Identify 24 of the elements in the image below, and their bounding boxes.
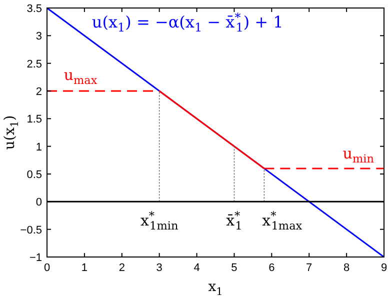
x-tick-label: 1 [81, 262, 88, 274]
x-tick-label: 7 [306, 262, 312, 274]
y-tick-label: 2.5 [26, 58, 42, 70]
x-tick-label: 5 [231, 262, 238, 274]
x-tick-label: 4 [194, 262, 200, 274]
annotation: u$_{max}$ [64, 66, 98, 87]
y-tick-label: 3 [36, 30, 42, 43]
y-tick-label: 1.5 [26, 114, 42, 126]
x-tick-label: 8 [343, 262, 350, 274]
x-tick-label: 9 [380, 262, 388, 274]
y-tick-label: −0.5 [20, 224, 42, 236]
y-tick-label: 0 [36, 196, 42, 209]
x-tick-label: 2 [118, 262, 125, 274]
x-axis-title: x$_{1}$ [208, 279, 223, 297]
x-tick-label: 3 [156, 262, 162, 274]
x-tick-label: 6 [268, 262, 275, 274]
y-tick-label: 3.5 [26, 3, 42, 15]
y-tick-label: 0.5 [26, 169, 42, 181]
x-tick-label: 0 [44, 262, 50, 274]
chart-title: u(x$_{1}$) = −α(x$_{1}$ − x̄$^{*}$$_{1}$) + 1 [92, 10, 284, 34]
y-tick-label: 2 [36, 86, 42, 98]
y-tick-label: 1 [36, 141, 42, 154]
y-tick-label: −1 [29, 252, 42, 264]
annotation: u$_{min}$ [342, 144, 374, 166]
